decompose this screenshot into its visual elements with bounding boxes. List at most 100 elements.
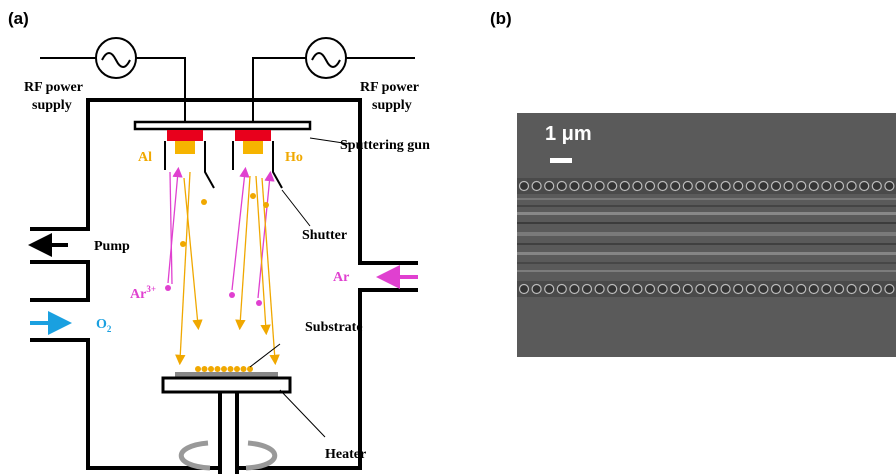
- waveguide-line: [517, 212, 896, 215]
- hole: [872, 285, 881, 294]
- hole: [822, 285, 831, 294]
- hole: [797, 285, 806, 294]
- hole: [784, 182, 793, 191]
- hole: [595, 182, 604, 191]
- particle-paths: [165, 172, 275, 360]
- waveguide-line: [517, 252, 896, 255]
- waveguide-line: [517, 222, 896, 224]
- label: Ar: [333, 270, 349, 285]
- hole: [683, 285, 692, 294]
- hole: [608, 182, 617, 191]
- scale-bar: [550, 158, 572, 163]
- hole: [520, 182, 529, 191]
- hole: [759, 182, 768, 191]
- waveguide-line: [517, 243, 896, 245]
- particle: [234, 366, 240, 372]
- hole: [734, 182, 743, 191]
- hole: [545, 285, 554, 294]
- hole: [772, 285, 781, 294]
- particle: [208, 366, 214, 372]
- hole: [557, 285, 566, 294]
- label: supply: [372, 98, 412, 113]
- hole: [646, 182, 655, 191]
- sem-image: 1 μm: [517, 113, 896, 357]
- panel-label: (a): [8, 9, 29, 28]
- particle: [202, 366, 208, 372]
- particle: [221, 366, 227, 372]
- hole: [709, 182, 718, 191]
- hole: [633, 285, 642, 294]
- hole: [620, 182, 629, 191]
- hole: [570, 182, 579, 191]
- hole: [557, 182, 566, 191]
- hole: [746, 182, 755, 191]
- hole: [809, 285, 818, 294]
- hole: [885, 182, 894, 191]
- hole: [860, 182, 869, 191]
- hole: [532, 285, 541, 294]
- label: Heater: [325, 447, 366, 462]
- waveguide-line: [517, 198, 896, 200]
- scale-bar-label: 1 μm: [545, 123, 592, 145]
- hole: [734, 285, 743, 294]
- hole: [658, 182, 667, 191]
- hole: [809, 182, 818, 191]
- hole: [583, 182, 592, 191]
- label: O2: [96, 317, 112, 334]
- hole: [847, 182, 856, 191]
- hole: [671, 285, 680, 294]
- hole: [633, 182, 642, 191]
- label: RF power: [24, 80, 83, 95]
- hole: [709, 285, 718, 294]
- waveguide-line: [517, 205, 896, 207]
- hole: [797, 182, 806, 191]
- hole: [721, 182, 730, 191]
- hole: [532, 182, 541, 191]
- hole: [545, 182, 554, 191]
- hole: [847, 285, 856, 294]
- hole: [860, 285, 869, 294]
- sputtering-guns: [135, 122, 350, 226]
- label: Substrate: [305, 320, 363, 335]
- figure: (a) (b): [0, 0, 896, 474]
- hole: [885, 285, 894, 294]
- substrate-holder: [163, 344, 325, 468]
- hole: [835, 285, 844, 294]
- label: Pump: [94, 239, 130, 254]
- particle: [228, 366, 234, 372]
- hole: [696, 182, 705, 191]
- label: Al: [138, 150, 152, 165]
- waveguide-line: [517, 270, 896, 272]
- panel-label: (b): [490, 9, 512, 28]
- label: Shutter: [302, 228, 347, 243]
- hole: [646, 285, 655, 294]
- hole: [772, 182, 781, 191]
- particle: [215, 366, 221, 372]
- hole: [696, 285, 705, 294]
- hole: [570, 285, 579, 294]
- particle: [241, 366, 247, 372]
- hole: [835, 182, 844, 191]
- particle: [195, 366, 201, 372]
- hole: [872, 182, 881, 191]
- hole: [595, 285, 604, 294]
- hole: [683, 182, 692, 191]
- hole: [671, 182, 680, 191]
- hole: [520, 285, 529, 294]
- hole: [583, 285, 592, 294]
- hole: [746, 285, 755, 294]
- hole: [608, 285, 617, 294]
- hole: [620, 285, 629, 294]
- waveguide-line: [517, 262, 896, 264]
- label: RF power: [360, 80, 419, 95]
- label: Ho: [285, 150, 303, 165]
- hole: [784, 285, 793, 294]
- label: Sputtering gun: [340, 138, 430, 153]
- label: supply: [32, 98, 72, 113]
- waveguide-line: [517, 232, 896, 236]
- hole: [721, 285, 730, 294]
- hole: [822, 182, 831, 191]
- hole: [658, 285, 667, 294]
- chamber: [30, 100, 418, 474]
- hole: [759, 285, 768, 294]
